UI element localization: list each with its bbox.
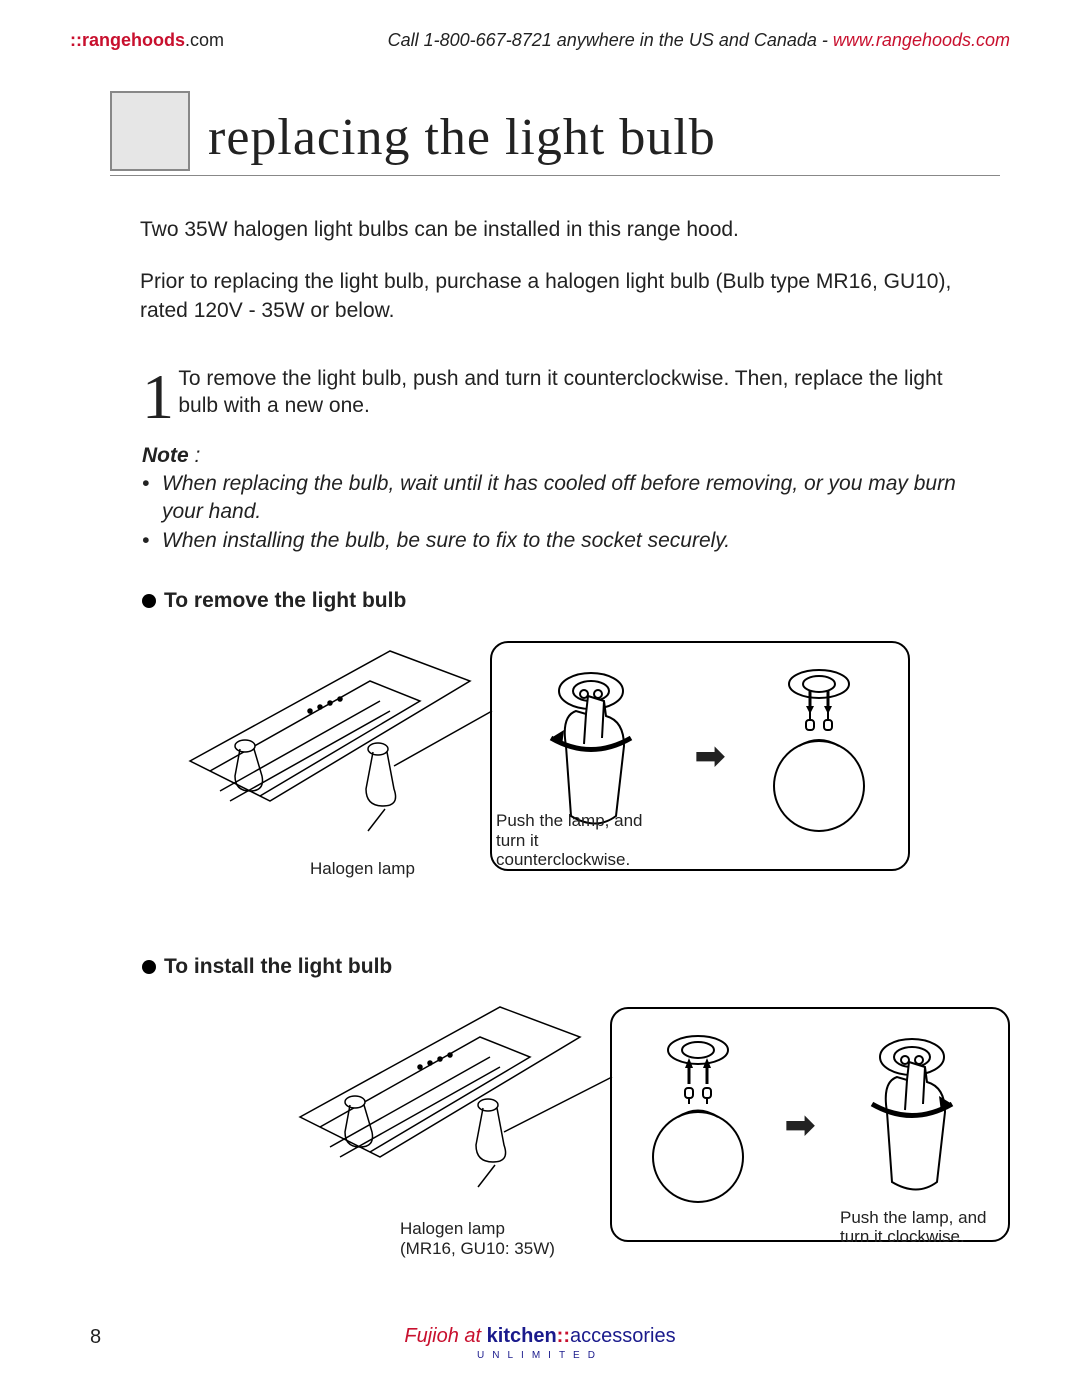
section-title-row: replacing the light bulb <box>110 91 1000 176</box>
page-header: ::rangehoods.com Call 1-800-667-8721 any… <box>70 30 1010 51</box>
note-colon: : <box>189 444 201 467</box>
leader-line-icon-2 <box>290 987 1040 1287</box>
footer-accessories: accessories <box>570 1325 676 1347</box>
footer-sub: UNLIMITED <box>0 1350 1080 1361</box>
header-call-text: Call 1-800-667-8721 anywhere in the US a… <box>388 30 833 50</box>
intro-paragraph-2: Prior to replacing the light bulb, purch… <box>140 268 970 325</box>
logo-main: rangehoods <box>82 30 185 50</box>
remove-diagram: Halogen lamp ➡ <box>180 621 970 921</box>
leader-line-icon <box>180 621 930 901</box>
note-item-1: When replacing the bulb, wait until it h… <box>142 470 970 527</box>
header-url: www.rangehoods.com <box>833 30 1010 50</box>
install-heading: To install the light bulb <box>142 955 1010 979</box>
note-item-2: When installing the bulb, be sure to fix… <box>142 527 970 555</box>
logo: ::rangehoods.com <box>70 30 224 51</box>
step-1: 1 To remove the light bulb, push and tur… <box>142 365 970 420</box>
logo-prefix: :: <box>70 30 82 50</box>
footer-kitchen: kitchen <box>487 1325 557 1347</box>
page-footer: Fujioh at kitchen::accessories UNLIMITED <box>0 1325 1080 1361</box>
intro-paragraph-1: Two 35W halogen light bulbs can be insta… <box>140 216 970 244</box>
title-square-icon <box>110 91 190 171</box>
install-diagram: Halogen lamp (MR16, GU10: 35W) <box>290 987 970 1297</box>
step-number: 1 <box>142 371 168 426</box>
logo-suffix: com <box>190 30 224 50</box>
header-contact: Call 1-800-667-8721 anywhere in the US a… <box>388 30 1010 51</box>
remove-heading: To remove the light bulb <box>142 589 1010 613</box>
note-title: Note <box>142 444 189 467</box>
note-block: Note : When replacing the bulb, wait unt… <box>142 442 970 555</box>
footer-brand: Fujioh at <box>404 1325 486 1347</box>
footer-dots: :: <box>557 1325 570 1347</box>
section-title: replacing the light bulb <box>208 108 716 167</box>
step-text: To remove the light bulb, push and turn … <box>178 365 970 420</box>
